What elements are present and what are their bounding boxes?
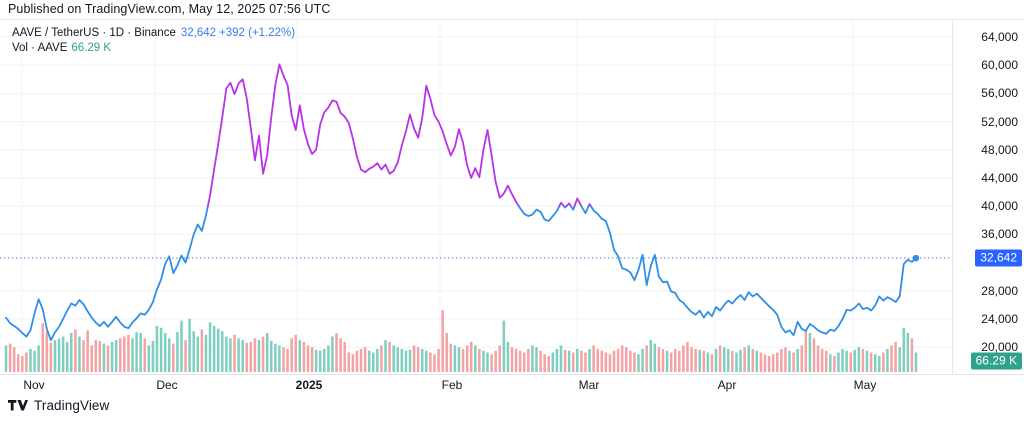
time-axis-tick: Mar [578,378,600,392]
price-axis-tick: 36,000 [981,227,1018,242]
legend-change: +392 (+1.22%) [219,27,296,39]
volume-axis-last-badge: 66.29 K [970,352,1022,370]
tradingview-brand-text: TradingView [34,398,110,413]
horizontal-gridlines [0,36,952,348]
price-axis-tick: 40,000 [981,199,1018,214]
time-axis-tick: Nov [23,378,45,392]
time-axis-tick: 2025 [295,378,323,392]
price-volume-svg [0,20,952,374]
published-caption: Published on TradingView.com, May 12, 20… [8,2,331,16]
price-axis-tick: 60,000 [981,58,1018,73]
legend-volume-row: Vol · AAVE 66.29 K [12,41,295,56]
price-axis-tick: 28,000 [981,283,1018,298]
price-axis-tick: 56,000 [981,86,1018,101]
price-axis-last-badge: 32,642 [975,249,1022,267]
time-axis-tick: Apr [717,378,737,392]
chart-legend: AAVE / TetherUS · 1D · Binance 32,642 +392… [12,26,295,56]
price-axis-tick: 24,000 [981,311,1018,326]
legend-volume-title: Vol · AAVE [12,42,68,54]
time-axis-tick: Feb [441,378,463,392]
tradingview-logo-icon [8,399,28,411]
volume-bars [4,310,918,372]
legend-volume-value: 66.29 K [71,42,112,54]
price-axis[interactable]: 64,000 60,000 56,000 52,000 48,000 44,000 40,0… [952,19,1024,375]
chart-plot-area[interactable]: AAVE / TetherUS · 1D · Binance 32,642 +392… [0,19,952,375]
time-axis-tick: Dec [156,378,178,392]
chart-frame: AAVE / TetherUS · 1D · Binance 32,642 +392… [0,19,1024,394]
price-axis-tick: 20,000 [981,340,1018,355]
price-axis-tick: 48,000 [981,142,1018,157]
legend-last-price: 32,642 [180,27,217,39]
price-axis-tick: 44,000 [981,170,1018,185]
last-price-marker [912,254,920,262]
price-line [5,63,917,342]
price-axis-tick: 64,000 [981,29,1018,44]
legend-symbol: AAVE / TetherUS · 1D · Binance [12,27,176,39]
time-axis-tick: May [853,378,877,392]
footer-branding: TradingView [8,398,109,413]
price-axis-tick: 52,000 [981,114,1018,129]
legend-price-row: AAVE / TetherUS · 1D · Binance 32,642 +392… [12,26,295,41]
vertical-gridlines [21,20,854,374]
time-axis[interactable]: Nov Dec 2025 Feb Mar Apr May [0,375,952,394]
